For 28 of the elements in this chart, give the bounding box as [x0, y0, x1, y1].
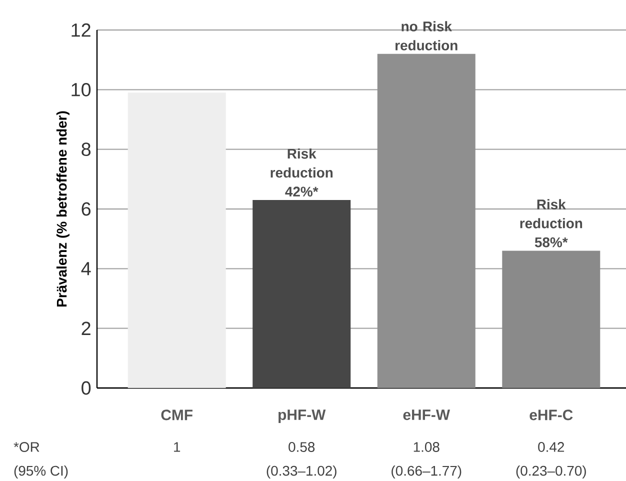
x-tick-label: eHF-W	[403, 410, 450, 420]
y-tick-label: 6	[82, 202, 91, 216]
text: (0.66–1.77)	[392, 466, 462, 478]
text: (0.23–0.70)	[516, 466, 586, 478]
text: 0.58	[288, 442, 315, 452]
text: 0.42	[538, 442, 564, 452]
y-tick-label: 2	[82, 322, 90, 335]
text: 1.08	[414, 442, 440, 452]
text: (95% CI)	[14, 466, 68, 478]
text: *OR	[14, 442, 40, 452]
bar	[377, 54, 476, 388]
x-tick-label: pHF-W	[278, 410, 326, 424]
annotation: Risk reduction 42%*	[270, 148, 333, 197]
text: (0.33–1.02)	[266, 466, 336, 478]
bar	[502, 250, 600, 388]
bar	[128, 92, 226, 388]
annotation: no Risk reduction	[396, 21, 458, 50]
annotation: Risk reduction 58%*	[520, 199, 582, 248]
bar	[252, 200, 351, 388]
y-tick-label: 10	[72, 82, 91, 96]
text: 1	[174, 442, 180, 452]
y-tick-label: 0	[82, 381, 91, 395]
y-tick-label: 4	[81, 262, 91, 276]
x-tick-label: eHF-C	[530, 410, 573, 420]
x-tick-label: CMF	[161, 410, 192, 420]
y-axis-title: Prävalenz (% betroffene nder)	[56, 111, 70, 306]
y-tick-label: 12	[72, 23, 90, 37]
y-tick-label: 8	[82, 142, 91, 156]
